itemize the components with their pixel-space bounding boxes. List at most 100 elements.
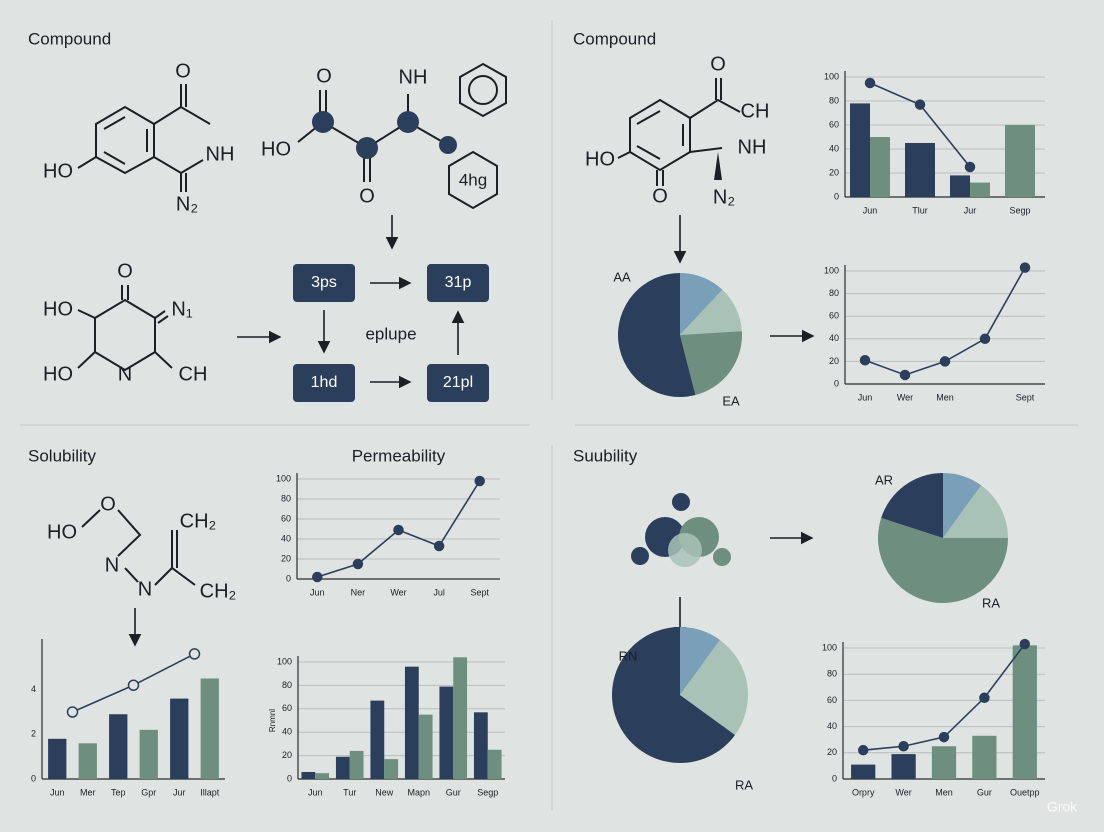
x-tick-label: Jun: [310, 587, 325, 597]
line-point: [188, 648, 201, 660]
atom-label: N: [118, 363, 132, 385]
atom-label: O: [710, 53, 726, 75]
y-tick-label: 60: [282, 703, 292, 713]
y-tick-label: 20: [829, 356, 839, 366]
y-tick-label: 60: [827, 695, 837, 705]
y-tick-label: 0: [834, 191, 839, 201]
y-tick-label: 2: [31, 729, 36, 739]
bar: [453, 657, 468, 779]
flow-box: 31p: [445, 274, 472, 291]
line-point: [312, 571, 323, 583]
line-point: [393, 524, 404, 536]
bar: [418, 714, 433, 779]
bar: [905, 143, 935, 197]
watermark: Grok: [1047, 799, 1078, 815]
y-tick-label: 20: [829, 167, 839, 177]
line-point: [474, 475, 485, 487]
y-tick-label: 100: [276, 473, 291, 483]
y-tick-label: 0: [832, 773, 837, 783]
x-tick-label: Gpr: [141, 787, 156, 797]
atom-label: N: [105, 554, 119, 576]
x-tick-label: Wer: [897, 392, 913, 402]
atom-label: CH: [741, 100, 770, 122]
bar: [301, 771, 316, 779]
x-tick-label: Gur: [977, 787, 992, 797]
flow: 3ps 31p 1hd 21pl eplupe: [293, 264, 489, 402]
bar: [384, 759, 399, 779]
bar: [78, 743, 97, 779]
panel-title: Compound: [573, 29, 656, 48]
y-tick-label: 80: [829, 288, 839, 298]
line-point: [964, 161, 976, 173]
x-tick-label: Wer: [895, 787, 911, 797]
x-tick-label: Illapt: [200, 787, 220, 797]
atom-label: NH: [399, 66, 428, 88]
atom-label: N₂: [176, 193, 198, 215]
flow-box: 3ps: [311, 274, 337, 291]
molecule: O CH HO NH O N₂: [585, 53, 769, 208]
bar: [473, 712, 488, 779]
pie-slice: [612, 627, 736, 763]
bar: [487, 749, 502, 779]
y-tick-label: 60: [829, 311, 839, 321]
line-point: [352, 558, 364, 570]
pie-label: AA: [613, 269, 631, 284]
line-point: [864, 77, 876, 89]
y-tick-label: 100: [277, 656, 292, 666]
pie-slice: [943, 485, 1008, 538]
x-tick-label: Tlur: [912, 205, 928, 215]
atom-label: O: [359, 185, 375, 207]
y-tick-label: 60: [829, 119, 839, 129]
x-tick-label: Segp: [477, 787, 498, 797]
bar: [404, 666, 419, 779]
atom-label: CH: [179, 363, 208, 385]
y-tick-label: 40: [827, 721, 837, 731]
atom-label: CH₂: [180, 510, 217, 532]
x-tick-label: Jun: [50, 787, 65, 797]
atom-label: HO: [43, 363, 73, 385]
bar: [139, 729, 158, 779]
panel-title: Suubility: [573, 446, 638, 465]
x-tick-label: Tep: [111, 787, 126, 797]
x-tick-label: Ner: [351, 587, 366, 597]
line-point: [1019, 638, 1031, 650]
x-tick-label: Sept: [1016, 392, 1035, 402]
y-tick-label: 40: [829, 143, 839, 153]
x-tick-label: Men: [935, 787, 953, 797]
bar: [315, 773, 330, 779]
x-tick-label: Tur: [343, 787, 356, 797]
y-tick-label: 20: [827, 747, 837, 757]
y-tick-label: 20: [281, 553, 291, 563]
x-tick-label: Gur: [446, 787, 461, 797]
panel-title: Solubility: [28, 446, 97, 465]
y-tick-label: 40: [281, 533, 291, 543]
molecule: HO O CH₂ N N CH₂: [47, 493, 236, 602]
molecule: O HO N₁ HO N CH: [43, 260, 207, 385]
line-point: [939, 356, 951, 367]
pie-label: RN: [619, 648, 638, 663]
bar: [850, 103, 870, 197]
atom-label: O: [175, 60, 191, 82]
bar: [439, 686, 454, 779]
pie-label: AR: [875, 472, 893, 487]
x-tick-label: Jun: [308, 787, 323, 797]
chart-title: Permeability: [352, 446, 446, 465]
pie-label: RA: [982, 595, 1000, 610]
bar: [972, 735, 997, 779]
pie-slice: [881, 473, 943, 538]
molecule: O NH HO N₂: [43, 60, 234, 215]
y-tick-label: 0: [286, 573, 291, 583]
flow-box: 21pl: [443, 374, 473, 391]
line-point: [857, 744, 869, 756]
line-point: [938, 731, 950, 743]
atom-label: NH: [206, 143, 235, 165]
x-tick-label: Mer: [80, 787, 96, 797]
bar: [48, 738, 67, 779]
line-point: [127, 679, 140, 691]
y-tick-label: 20: [282, 750, 292, 760]
line-point: [914, 99, 926, 110]
line-point: [859, 355, 871, 366]
pie-slice: [680, 289, 742, 335]
pie-label: RA: [735, 777, 753, 792]
